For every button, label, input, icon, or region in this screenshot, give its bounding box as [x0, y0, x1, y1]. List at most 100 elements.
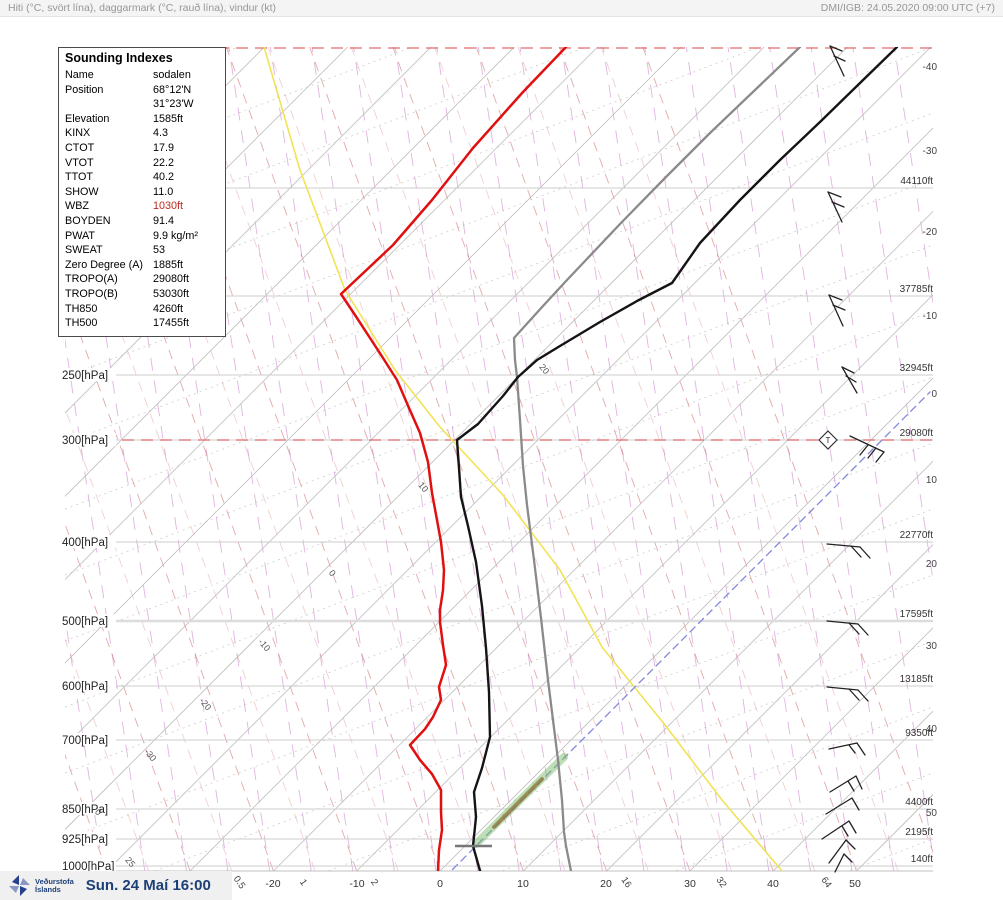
bottom-temp-tick-label: 10: [517, 878, 529, 890]
right-temp-tick-label: -30: [923, 146, 938, 157]
index-row: SHOW 11.0: [65, 185, 174, 198]
altitude-label: 32945ft: [900, 363, 934, 374]
inline-line-label: 0: [93, 807, 104, 817]
reference-profile-line: [512, 47, 802, 871]
model-run-label: DMI/IGB: 24.05.2020 09:00 UTC (+7): [820, 2, 995, 14]
inline-line-label: -10: [256, 637, 272, 653]
bottom-temp-tick-label: 50: [849, 878, 861, 890]
right-temp-tick-label: 20: [926, 559, 938, 570]
panel-title: Sounding Indexes: [65, 51, 173, 65]
bottom-temp-tick-label: 0: [437, 878, 443, 890]
wind-barb: [849, 435, 885, 463]
wind-barb: [826, 543, 871, 559]
index-row: TROPO(A) 29080ft: [65, 273, 190, 286]
bottom-temp-tick-label: 30: [684, 878, 696, 890]
index-row: SWEAT 53: [65, 244, 166, 257]
mixing-ratio-label: 32: [714, 875, 729, 890]
header-bar: Hiti (°C, svört lína), daggarmark (°C, r…: [0, 0, 1003, 17]
logo-line2: Íslands: [35, 884, 61, 894]
inline-line-label: -20: [197, 696, 213, 712]
pressure-axis-label: 300[hPa]: [62, 435, 108, 447]
inline-line-label: 0: [327, 568, 338, 578]
index-row: VTOT 22.2: [65, 156, 175, 169]
sounding-indexes-panel: Sounding Indexes Name sodalen Position 68°1…: [58, 47, 226, 337]
sounding-curves: [263, 47, 931, 871]
bottom-temp-tick-label: 40: [767, 878, 779, 890]
tropopause-diamond-marker: [818, 430, 838, 450]
wind-barb: [827, 191, 845, 223]
tropopause-marker-glyph: T: [826, 436, 831, 445]
logo-text: Veðurstofa Íslands: [35, 876, 74, 894]
mixing-ratio-label: 64: [819, 875, 834, 890]
right-temp-tick-label: 0: [931, 389, 937, 400]
index-row: KINX 4.3: [65, 127, 169, 140]
wind-barb: [821, 820, 857, 840]
logo-line1: Veðurstofa: [35, 876, 74, 886]
pressure-axis-label: 925[hPa]: [62, 834, 108, 846]
right-temp-tick-label: -20: [923, 227, 938, 238]
mixing-ratio-label: 1: [297, 877, 309, 888]
pinwheel-logo-icon: [9, 874, 30, 896]
wind-barb: [829, 45, 846, 77]
altitude-label: 17595ft: [900, 609, 934, 620]
index-row: Elevation 1585ft: [65, 112, 184, 125]
altitude-label: 22770ft: [900, 530, 934, 541]
index-row: TTOT 40.2: [65, 171, 175, 184]
pressure-axis-label: 850[hPa]: [62, 804, 108, 816]
valid-time-label: Sun. 24 Maí 16:00: [85, 877, 211, 894]
altitude-label: 4400ft: [905, 797, 933, 808]
right-temp-tick-label: 40: [926, 724, 938, 735]
wind-barb: [826, 686, 869, 702]
wind-barb: [834, 853, 853, 873]
index-row: PWAT 9.9 kg/m²: [65, 229, 199, 242]
index-row: CTOT 17.9: [65, 141, 175, 154]
index-row: BOYDEN 91.4: [65, 214, 175, 227]
right-temp-tick-label: -10: [923, 311, 938, 322]
pressure-axis-label: 1000[hPa]: [62, 861, 114, 873]
footer-bar: Veðurstofa Íslands Sun. 24 Maí 16:00: [0, 871, 232, 900]
inline-line-label: 20: [537, 362, 551, 376]
altitude-label: 37785ft: [900, 284, 934, 295]
pressure-axis-label: 700[hPa]: [62, 735, 108, 747]
index-row: TH850 4260ft: [65, 302, 184, 315]
wind-barb: [828, 839, 856, 864]
wind-barb: [826, 620, 869, 636]
index-row: TROPO(B) 53030ft: [65, 287, 190, 300]
legend-label: Hiti (°C, svört lína), daggarmark (°C, r…: [8, 2, 277, 14]
index-rows: Name sodalen Position 68°12'N 31°23'W Elevat…: [65, 68, 219, 331]
pressure-axis-label: 500[hPa]: [62, 616, 108, 628]
pressure-axis-label: 600[hPa]: [62, 681, 108, 693]
altitude-label: 13185ft: [900, 674, 934, 685]
pressure-axis-label: 250[hPa]: [62, 370, 108, 382]
wind-barb: [829, 775, 863, 793]
wind-barb: [841, 366, 858, 394]
wind-barb: [825, 797, 860, 815]
mixing-ratio-label: 16: [619, 875, 634, 890]
altitude-label: 29080ft: [900, 428, 934, 439]
right-temp-tick-label: 50: [926, 808, 938, 819]
pressure-axis-label: 400[hPa]: [62, 537, 108, 549]
altitude-label: 44110ft: [900, 176, 933, 187]
mixing-ratio-label: 0.5: [231, 874, 248, 891]
wind-barb: [828, 294, 846, 327]
bottom-temp-tick-label: 20: [600, 878, 612, 890]
index-row: WBZ 1030ft: [65, 200, 184, 213]
altitude-label: 9350ft: [905, 728, 933, 739]
altitude-label: 140ft: [911, 854, 933, 865]
right-temp-tick-label: -40: [923, 62, 938, 73]
inline-line-label: 25: [123, 855, 137, 869]
shear-band-inner: [492, 777, 544, 829]
bottom-temp-tick-label: -20: [265, 878, 280, 890]
dewpoint-line: [339, 47, 568, 871]
mixing-ratio-label: 2: [368, 877, 380, 888]
right-temp-tick-label: 30: [926, 641, 938, 652]
index-row: Position 68°12'N 31°23'W: [65, 83, 194, 111]
temperature-line: [455, 47, 899, 871]
axis-labels: 44110ft 37785ft 250[hPa] 32945ft 300[hPa] 290…: [60, 62, 937, 891]
inline-line-label: 10: [416, 480, 430, 494]
yellow-guide-line: [263, 47, 783, 871]
vedurstofa-logo: Veðurstofa Íslands: [8, 874, 74, 897]
bottom-temp-tick-label: -10: [349, 878, 364, 890]
